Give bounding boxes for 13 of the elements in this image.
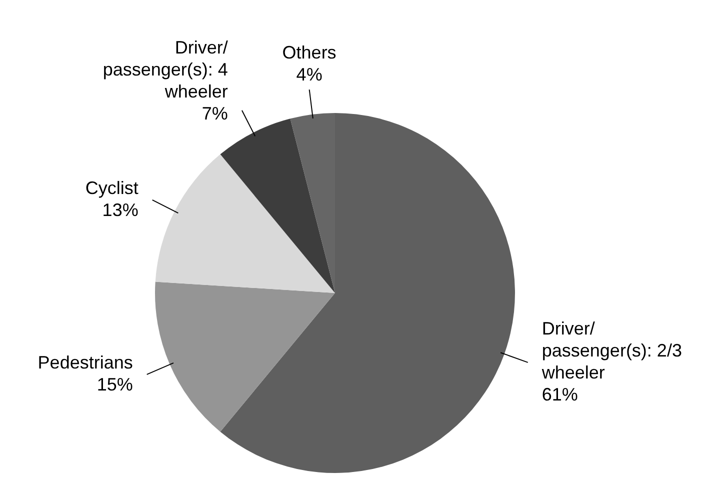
slice-label: Cyclist: [85, 178, 138, 198]
data-label: 61%: [542, 384, 578, 404]
data-label: 7%: [202, 103, 228, 124]
data-label: 13%: [102, 200, 138, 220]
data-label: 15%: [96, 374, 133, 394]
slice-label: Driver/ passenger(s): 2/3 wheeler: [540, 318, 682, 382]
slice-label: Driver/ passenger(s): 4 wheeler: [102, 37, 228, 102]
slice-label: Pedestrians: [38, 352, 133, 372]
pie-slice: [155, 154, 335, 293]
slice-label: Others: [282, 42, 336, 63]
pie-slice: [155, 282, 335, 432]
pie-slice: [220, 118, 335, 293]
data-label: 4%: [296, 64, 322, 85]
